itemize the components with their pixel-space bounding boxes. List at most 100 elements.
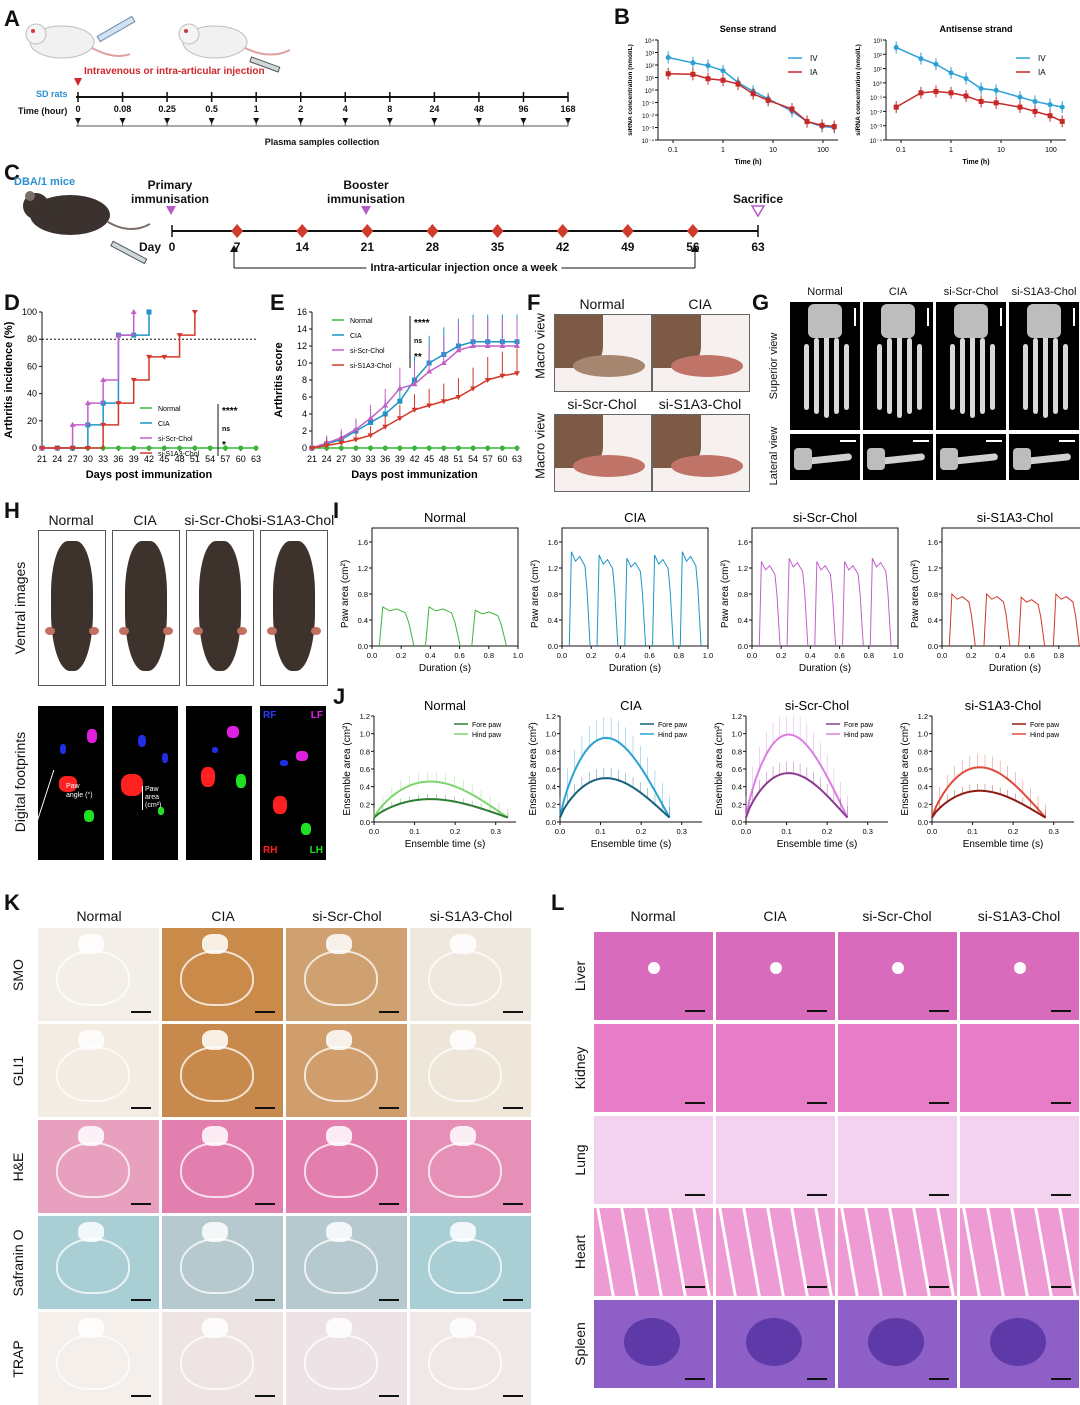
data-point [455, 445, 461, 451]
plot-frame [371, 527, 519, 647]
x-axis-label: Time (h) [962, 159, 989, 166]
y-tick-label: 1.2 [918, 712, 928, 721]
data-point [499, 343, 506, 348]
data-point [353, 445, 359, 451]
data-point [161, 354, 168, 360]
legend-label: si-S1A3-Chol [350, 363, 392, 370]
histology-image [410, 1216, 531, 1309]
x-tick-label: 63 [512, 454, 522, 464]
data-point [352, 437, 359, 443]
y-tick-label: 1.6 [358, 538, 368, 547]
y-tick-label: 0 [32, 443, 37, 453]
time-tick-label: 2 [298, 104, 304, 114]
data-point [69, 446, 76, 451]
chart-title: Normal [424, 698, 466, 713]
scale-bar [503, 1395, 523, 1397]
histology-row-label: H&E [10, 1152, 26, 1182]
panel-k-histology: Normal CIA si-Scr-Chol si-S1A3-Chol SMO GLI1 H… [0, 904, 545, 1405]
injection-marker [621, 224, 634, 238]
y-tick-label: 80 [27, 334, 37, 344]
histology-image [286, 928, 407, 1021]
angle-line [38, 770, 73, 840]
x-tick-label: 30 [83, 454, 93, 464]
significance-label: ** [414, 352, 422, 363]
organ-image [716, 1300, 835, 1388]
data-point [368, 420, 374, 425]
x-tick-label: 0.0 [937, 651, 947, 660]
data-point [323, 443, 330, 449]
y-tick-label: 0.8 [546, 747, 556, 756]
histology-image [286, 1120, 407, 1213]
bone-shape [907, 338, 912, 414]
chart-title: Sense strand [720, 24, 777, 34]
microct-label: si-Scr-Chol [943, 286, 999, 298]
y-tick-label: 40 [27, 389, 37, 399]
x-tick-label: 0.1 [896, 147, 906, 154]
joint-outline [304, 950, 378, 1006]
panel-letter-e: E [270, 290, 285, 315]
scale-bar [1051, 1194, 1071, 1196]
y-tick-label: 10² [873, 53, 882, 59]
y-tick-label: 0.8 [358, 590, 368, 599]
significance-label: **** [222, 406, 238, 417]
y-axis-label: Ensemble area (cm²) [714, 722, 725, 815]
day-tick-label: 49 [621, 240, 635, 254]
fore-paw-curve [373, 798, 509, 819]
collection-arrow [475, 118, 482, 124]
fiber-gap [986, 1208, 1005, 1296]
data-point [238, 445, 244, 451]
scale-bar [255, 1299, 275, 1301]
joint-space [326, 934, 352, 954]
organ-image [960, 1208, 1079, 1296]
bone-shape [804, 344, 809, 410]
organ-image [594, 932, 713, 1020]
y-tick-label: 60 [27, 361, 37, 371]
organ-image [594, 1208, 713, 1296]
fiber-gap [814, 1208, 833, 1296]
data-point [978, 98, 984, 104]
day-tick-label: 7 [233, 240, 241, 254]
x-tick-label: 45 [424, 454, 434, 464]
data-point [470, 343, 477, 348]
rat-illustration-right [178, 23, 291, 73]
injection-marker [556, 224, 569, 238]
x-tick-label: 0.2 [822, 827, 832, 836]
bone-shape [954, 304, 988, 338]
scale-bar [131, 1299, 151, 1301]
x-tick-label: 21 [37, 454, 47, 464]
organ-row-label: Spleen [572, 1322, 588, 1366]
data-point [470, 386, 477, 392]
joint-outline [180, 1238, 254, 1294]
scale-bar [503, 1011, 523, 1013]
y-tick-label: 10³ [645, 52, 654, 58]
ventral-image [260, 530, 328, 686]
x-tick-label: 0.1 [595, 827, 605, 836]
bone-shape [917, 344, 922, 410]
panel-letter-h: H [4, 498, 20, 523]
data-point [514, 371, 520, 377]
y-tick-label: 10⁻⁴ [642, 138, 655, 145]
paw-area-trace [758, 558, 892, 647]
joint-outline [56, 1142, 130, 1198]
x-tick-label: 60 [236, 454, 246, 464]
y-tick-label: 0.4 [738, 616, 748, 625]
x-tick-label: 0.2 [396, 651, 406, 660]
data-point [963, 76, 969, 82]
histology-image [286, 1216, 407, 1309]
footprint [60, 743, 67, 754]
scale-bar [929, 1010, 949, 1012]
y-tick-label: 0 [302, 443, 307, 453]
joint-outline [428, 1334, 502, 1390]
histology-column-label: CIA [211, 908, 235, 924]
data-point [84, 400, 91, 406]
legend-label: IV [1038, 54, 1046, 63]
data-point [131, 445, 137, 451]
y-tick-label: 0.4 [732, 783, 742, 792]
series-line-IA [668, 72, 835, 128]
bone-shape [1053, 338, 1058, 414]
x-axis-label: Ensemble time (s) [963, 839, 1044, 850]
y-tick-label: 10² [645, 64, 654, 70]
scale-bar [255, 1203, 275, 1205]
bone-shape [1033, 338, 1038, 414]
x-tick-label: 0.2 [586, 651, 596, 660]
